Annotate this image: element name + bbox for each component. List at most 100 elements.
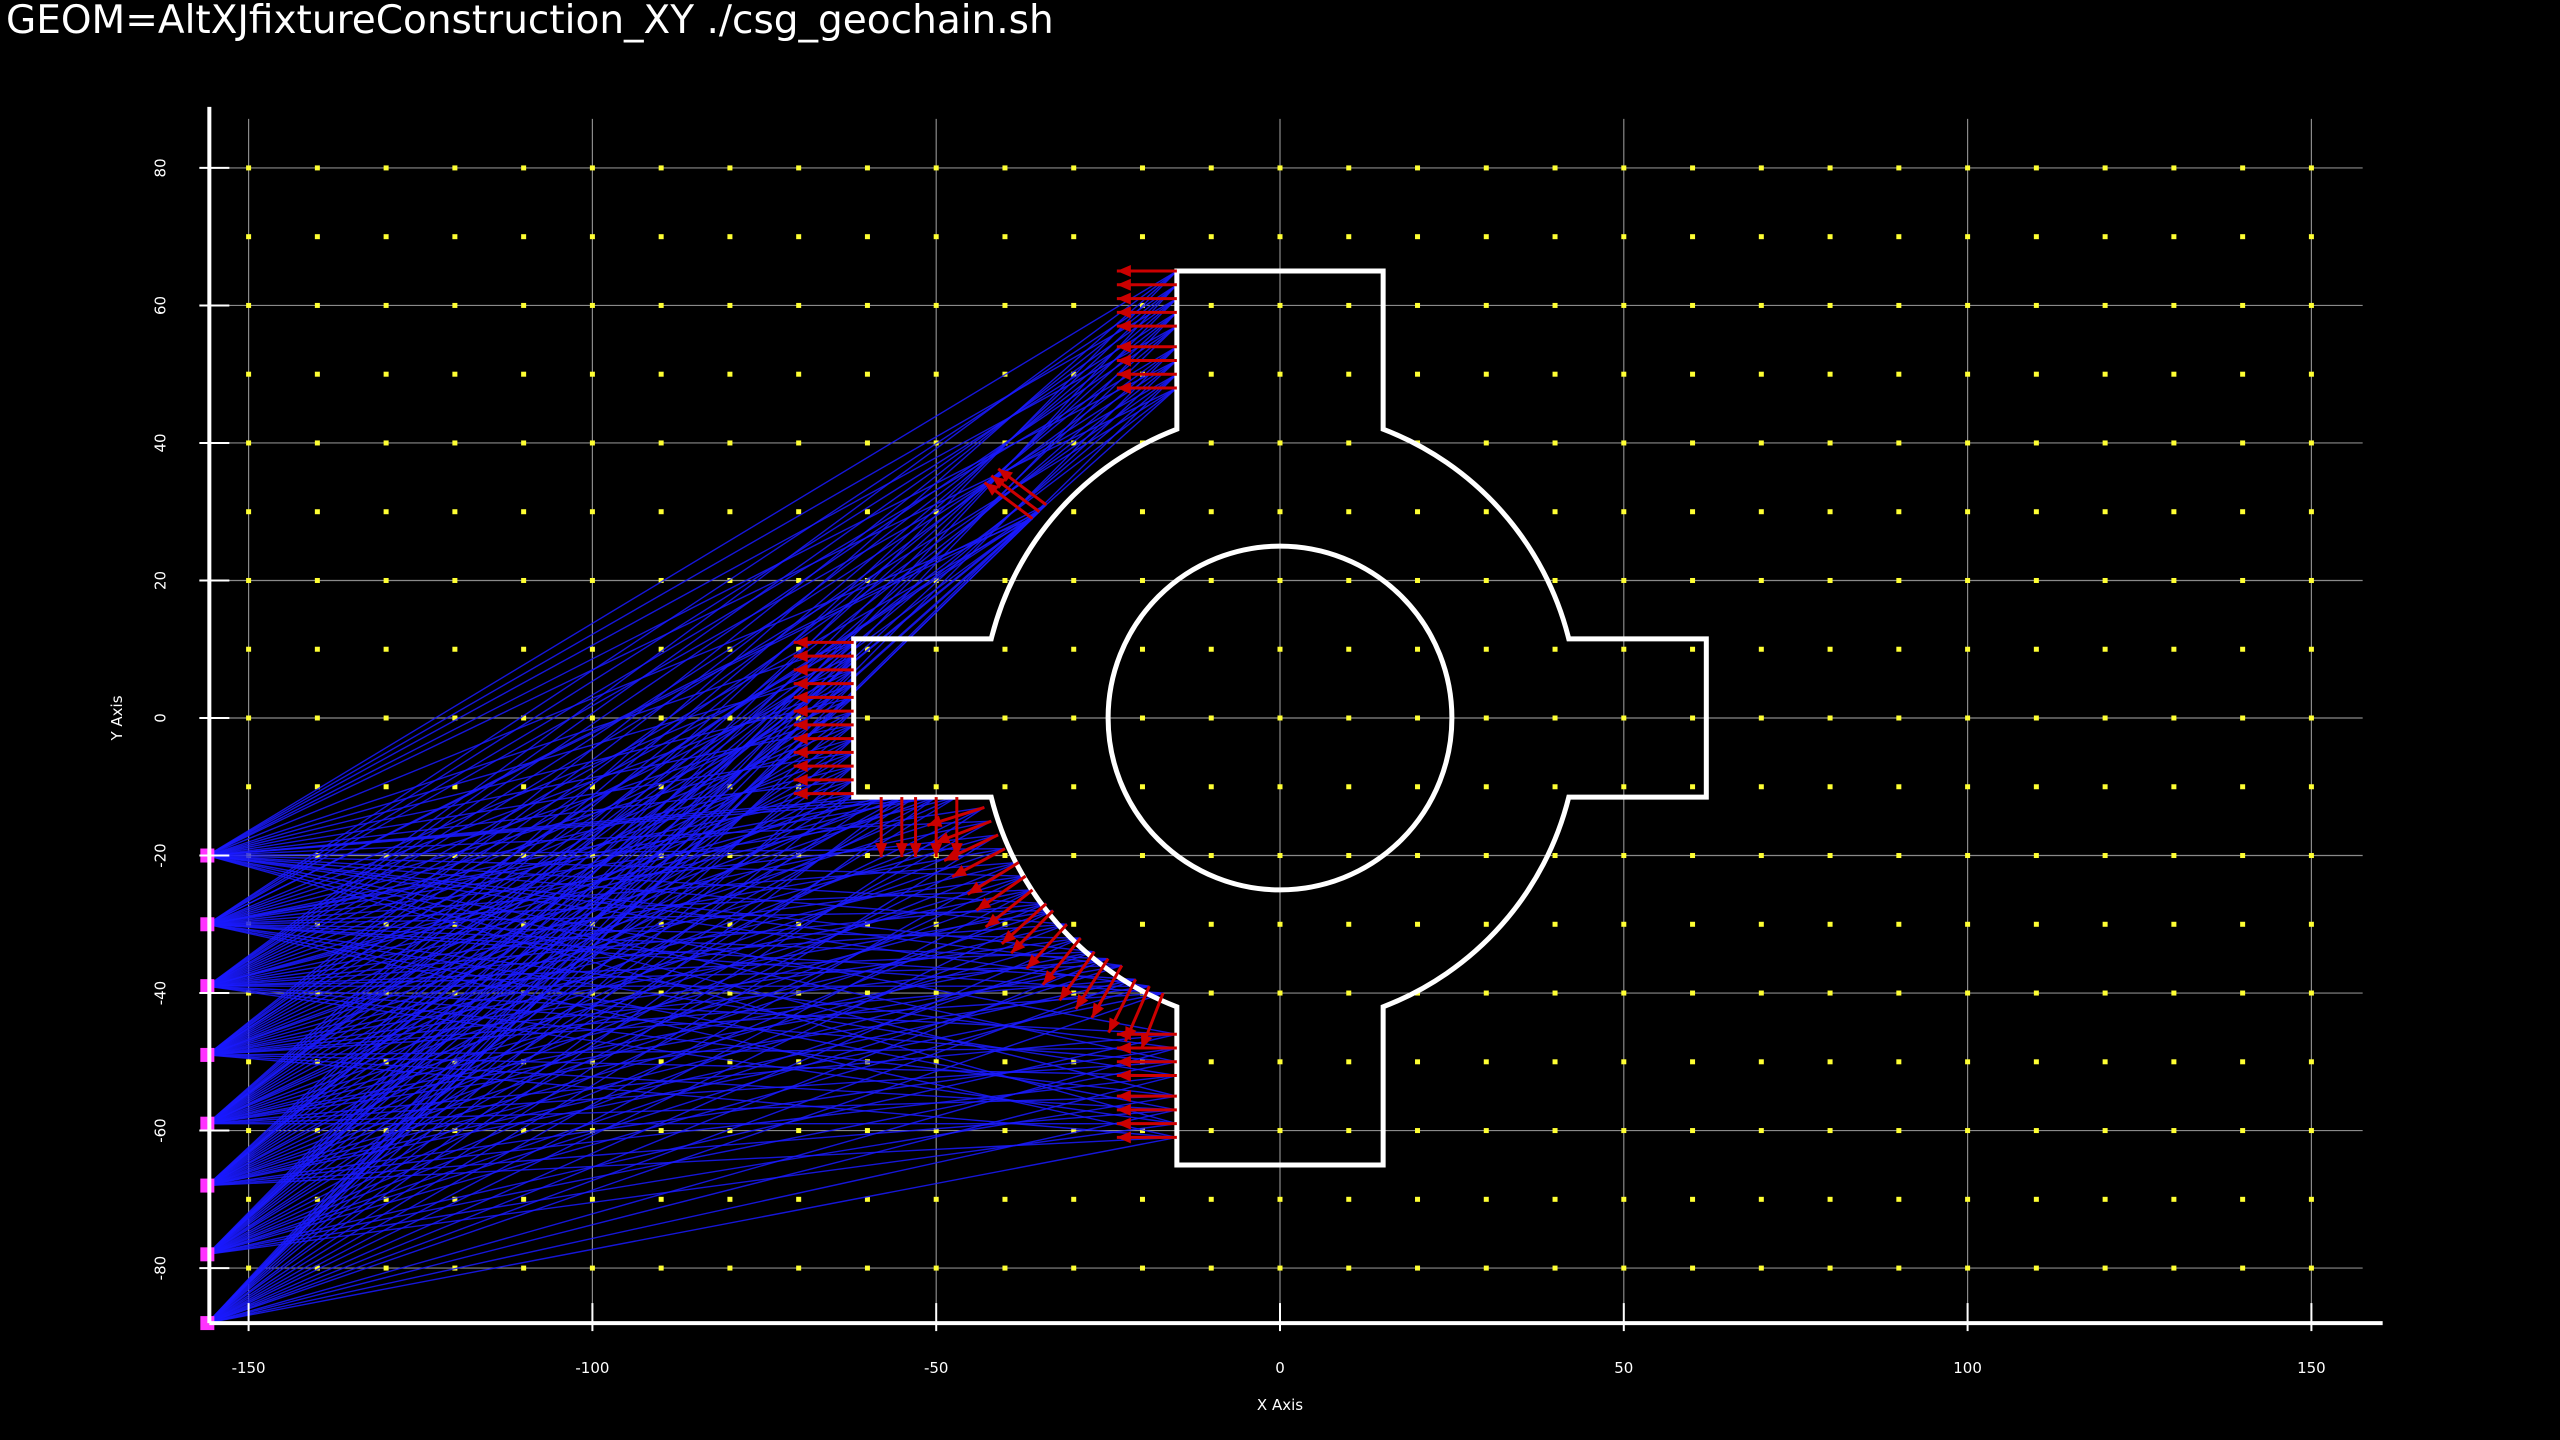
grid-point (1483, 990, 1489, 996)
grid-point (2240, 1128, 2246, 1134)
grid-point (933, 646, 939, 652)
grid-point (246, 1196, 252, 1202)
grid-point (2240, 440, 2246, 446)
grid-point (1415, 165, 1421, 171)
normal-arrowhead (1116, 1117, 1131, 1130)
grid-point (864, 1196, 870, 1202)
grid-point (1139, 577, 1145, 583)
ray-line (206, 270, 1178, 1255)
grid-point (521, 715, 527, 721)
ray-line (206, 710, 855, 1324)
grid-point (589, 1196, 595, 1202)
grid-point (864, 234, 870, 240)
grid-point (521, 371, 527, 377)
grid-point (796, 371, 802, 377)
grid-point (727, 371, 733, 377)
ray-line (207, 1047, 1178, 1324)
grid-point (1483, 1059, 1489, 1065)
grid-point (383, 577, 389, 583)
ray-line (207, 951, 1095, 1255)
grid-point (1071, 715, 1077, 721)
grid-point (2308, 165, 2314, 171)
grid-point (2171, 990, 2177, 996)
grid-point (383, 440, 389, 446)
grid-point (1827, 165, 1833, 171)
normal-arrowhead (1116, 306, 1131, 319)
grid-point (933, 165, 939, 171)
normal-arrowhead (1116, 368, 1131, 381)
normal-arrowhead (909, 843, 922, 858)
grid-point (2033, 165, 2039, 171)
grid-point (2171, 1059, 2177, 1065)
normal-arrowhead (985, 913, 1001, 928)
grid-point (658, 990, 664, 996)
ray-line (207, 359, 1178, 857)
normal-arrowhead (1011, 938, 1026, 954)
grid-point (658, 1265, 664, 1271)
grid-point (2033, 784, 2039, 790)
y-tick-label: 0 (151, 713, 169, 723)
grid-point (1415, 234, 1421, 240)
grid-point (2033, 302, 2039, 308)
ray-line (206, 793, 855, 1324)
grid-point (1415, 509, 1421, 515)
grid-point (933, 715, 939, 721)
grid-point (1139, 1265, 1145, 1271)
grid-point (2308, 990, 2314, 996)
ray-line (206, 346, 1178, 925)
grid-point (1690, 784, 1696, 790)
grid-point (1965, 715, 1971, 721)
grid-point (2240, 1196, 2246, 1202)
grid-point (658, 784, 664, 790)
ray-line (207, 765, 854, 925)
grid-point (933, 577, 939, 583)
y-tick-label: 40 (151, 433, 169, 452)
grid-point (1002, 165, 1008, 171)
ray-line (207, 937, 1081, 1056)
grid-point (1071, 784, 1077, 790)
grid-point (1552, 990, 1558, 996)
grid-point (1827, 234, 1833, 240)
normal-arrowhead (927, 815, 943, 827)
grid-point (1690, 1265, 1696, 1271)
grid-point (727, 234, 733, 240)
ray-line (206, 796, 903, 1324)
ray-line (207, 1033, 1178, 1256)
grid-point (383, 1128, 389, 1134)
grid-point (1139, 853, 1145, 859)
grid-point (1071, 853, 1077, 859)
grid-point (1208, 371, 1214, 377)
grid-point (1896, 921, 1902, 927)
grid-point (796, 1128, 802, 1134)
grid-point (314, 1196, 320, 1202)
grid-point (658, 165, 664, 171)
grid-point (521, 1265, 527, 1271)
normal-arrowhead (793, 663, 808, 676)
grid-point (521, 440, 527, 446)
grid-point (864, 509, 870, 515)
grid-point (1002, 1059, 1008, 1065)
grid-point (1277, 165, 1283, 171)
grid-point (452, 509, 458, 515)
grid-point (1896, 1196, 1902, 1202)
ray-line (207, 978, 1136, 1187)
ray-line (207, 834, 999, 1187)
grid-point (2171, 715, 2177, 721)
grid-point (1827, 921, 1833, 927)
x-tick-label: -100 (575, 1359, 609, 1377)
ray-line (207, 834, 999, 1056)
grid-point (1896, 165, 1902, 171)
ray-line (206, 373, 1178, 925)
grid-point (1965, 1265, 1971, 1271)
grid-point (1965, 646, 1971, 652)
grid-point (2240, 302, 2246, 308)
grid-point (2102, 921, 2108, 927)
grid-point (727, 921, 733, 927)
grid-point (1827, 1265, 1833, 1271)
grid-point (1139, 1196, 1145, 1202)
grid-point (589, 921, 595, 927)
grid-point (2102, 165, 2108, 171)
grid-point (1483, 302, 1489, 308)
grid-point (1277, 234, 1283, 240)
